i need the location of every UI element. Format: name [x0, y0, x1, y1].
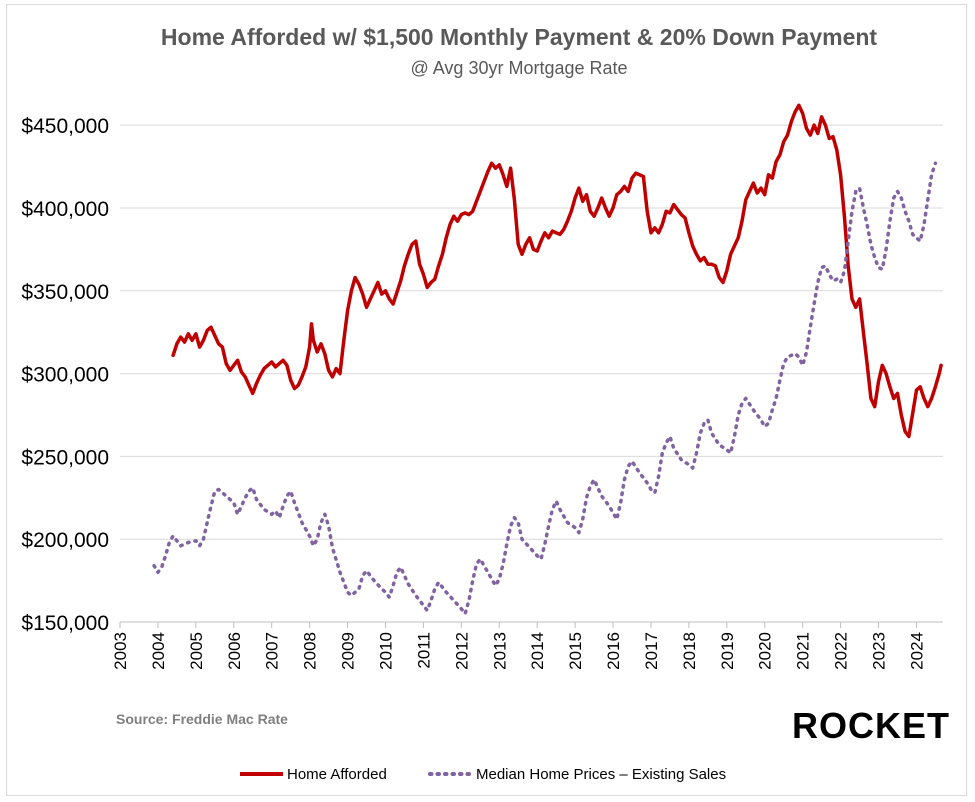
chart-title: Home Afforded w/ $1,500 Monthly Payment … [161, 24, 877, 50]
x-tick-label: 2011 [414, 632, 433, 669]
x-tick-label: 2013 [490, 632, 509, 670]
logo-text: ROCKET [792, 705, 950, 746]
x-tick-label: 2024 [907, 632, 926, 670]
x-tick-label: 2012 [452, 632, 471, 670]
y-tick-label: $250,000 [21, 446, 109, 469]
x-tick-label: 2015 [566, 632, 585, 670]
x-tick-label: 2019 [718, 632, 737, 670]
y-axis-ticks: $150,000 $200,000 $250,000 $300,000 $350,000… [21, 115, 109, 635]
x-tick-label: 2020 [756, 632, 775, 670]
source-note: Source: Freddie Mac Rate [116, 711, 288, 727]
x-axis: 2003 2004 2005 2006 2007 2008 2009 2010 2011 2012… [111, 621, 943, 670]
x-tick-label: 2010 [376, 632, 395, 670]
x-tick-label: 2006 [225, 632, 244, 670]
x-tick-label: 2005 [187, 632, 206, 670]
chart-frame [6, 4, 967, 796]
x-tick-label: 2014 [528, 632, 547, 670]
y-tick-label: $400,000 [21, 198, 109, 221]
y-tick-label: $300,000 [21, 364, 109, 387]
chart-subtitle: @ Avg 30yr Mortgage Rate [410, 58, 627, 78]
x-tick-label: 2016 [604, 632, 623, 670]
x-tick-label: 2009 [339, 632, 358, 670]
x-tick-label: 2017 [642, 632, 661, 670]
series-layer [152, 103, 943, 616]
gridlines [120, 124, 943, 540]
legend-label-home-afforded: Home Afforded [287, 766, 387, 783]
series-line-home-afforded [171, 103, 943, 439]
x-tick-label: 2008 [301, 632, 320, 670]
x-tick-label: 2018 [680, 632, 699, 670]
x-tick-label: 2004 [149, 632, 168, 670]
x-tick-label: 2022 [832, 632, 851, 670]
series-line-median-home-prices [152, 161, 938, 616]
x-tick-label: 2021 [794, 632, 813, 670]
y-tick-label: $450,000 [21, 115, 109, 138]
legend-label-median-home-prices: Median Home Prices – Existing Sales [476, 766, 726, 783]
rocket-logo: ROCKET [792, 705, 950, 746]
y-tick-label: $350,000 [21, 281, 109, 304]
x-tick-label: 2023 [870, 632, 889, 670]
x-tick-label: 2003 [111, 632, 130, 670]
y-tick-label: $200,000 [21, 529, 109, 552]
x-tick-label: 2007 [263, 632, 282, 670]
legend: Home Afforded Median Home Prices – Exist… [240, 766, 726, 783]
y-tick-label: $150,000 [21, 612, 109, 635]
